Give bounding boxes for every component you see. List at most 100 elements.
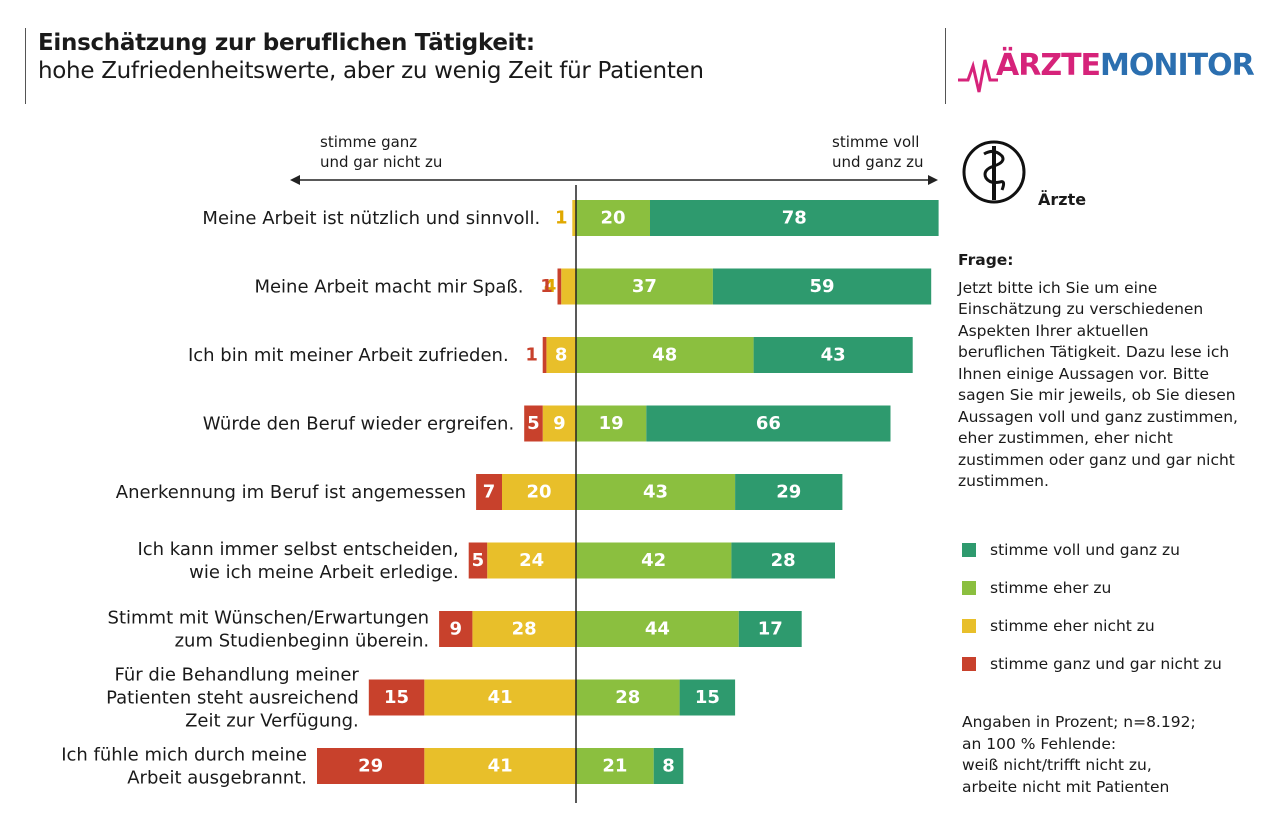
label-eher-zu: 43 xyxy=(643,482,668,503)
label-eher-zu: 48 xyxy=(652,345,677,366)
bar-voll-und-ganz xyxy=(646,405,891,442)
bar-eher-nicht xyxy=(546,337,576,373)
category-label: Ich kann immer selbst entscheiden, wie ic… xyxy=(137,539,458,583)
bar-eher-zu xyxy=(576,611,739,647)
title-block: Einschätzung zur beruflichen Tätigkeit: … xyxy=(38,30,704,84)
legend-eher-zu: stimme eher zu xyxy=(962,578,1111,598)
label-eher-zu: 20 xyxy=(600,208,625,229)
bar-eher-nicht xyxy=(572,200,576,236)
legend-gar-nicht: stimme ganz und gar nicht zu xyxy=(962,654,1222,674)
legend-swatch xyxy=(962,657,976,671)
label-eher-nicht: 41 xyxy=(488,756,513,777)
bar-eher-nicht xyxy=(561,268,576,305)
bar-eher-nicht xyxy=(487,542,576,579)
legend-eher-nicht: stimme eher nicht zu xyxy=(962,616,1155,636)
bar-voll-und-ganz xyxy=(753,337,913,373)
title-divider-right xyxy=(945,28,946,104)
legend-voll-und-ganz: stimme voll und ganz zu xyxy=(962,540,1180,560)
category-label: Meine Arbeit ist nützlich und sinnvoll. xyxy=(202,208,540,229)
bar-eher-zu xyxy=(576,748,654,784)
bar-gar-nicht xyxy=(557,268,562,305)
bar-voll-und-ganz xyxy=(731,542,835,579)
axis-right-label: stimme voll und ganz zu xyxy=(832,133,924,171)
bar-eher-nicht xyxy=(502,474,576,510)
legend-label: stimme eher nicht zu xyxy=(990,617,1155,635)
label-eher-zu: 42 xyxy=(641,550,666,571)
axis-arrow-right xyxy=(928,175,938,185)
heartbeat-icon xyxy=(958,59,998,93)
bar-eher-nicht xyxy=(424,748,576,784)
label-voll-und-ganz: 28 xyxy=(771,550,796,571)
label-voll-und-ganz: 66 xyxy=(756,413,781,434)
bar-eher-zu xyxy=(576,542,732,579)
label-eher-nicht: 41 xyxy=(488,687,513,708)
bar-gar-nicht xyxy=(439,611,473,647)
category-label: Stimmt mit Wünschen/Erwartungen zum Studi… xyxy=(108,607,430,651)
legend-swatch xyxy=(962,581,976,595)
label-voll-und-ganz: 15 xyxy=(695,687,720,708)
question-text: Jetzt bitte ich Sie um eine Einschätzung… xyxy=(958,278,1238,491)
bar-eher-zu xyxy=(576,474,736,510)
label-voll-und-ganz: 29 xyxy=(776,482,801,503)
chart-subtitle: hohe Zufriedenheitswerte, aber zu wenig … xyxy=(38,58,704,84)
legend-label: stimme ganz und gar nicht zu xyxy=(990,655,1222,673)
label-voll-und-ganz: 17 xyxy=(758,619,783,640)
label-voll-und-ganz: 78 xyxy=(782,208,807,229)
category-label: Anerkennung im Beruf ist angemessen xyxy=(116,482,466,503)
category-label: Ich bin mit meiner Arbeit zufrieden. xyxy=(188,345,509,366)
label-gar-nicht: 5 xyxy=(527,413,540,434)
bar-voll-und-ganz xyxy=(735,474,843,510)
category-label: Würde den Beruf wieder ergreifen. xyxy=(203,413,514,434)
label-eher-nicht: 8 xyxy=(555,345,568,366)
respondent-label: Ärzte xyxy=(1038,190,1087,209)
label-eher-nicht: 9 xyxy=(553,413,566,434)
logo-word-1: ÄRZTE xyxy=(996,48,1101,83)
bar-voll-und-ganz xyxy=(712,268,932,305)
bar-gar-nicht xyxy=(368,679,425,716)
chart-title: Einschätzung zur beruflichen Tätigkeit: xyxy=(38,30,535,56)
logo-word-2: MONITOR xyxy=(1100,48,1255,83)
footnote: Angaben in Prozent; n=8.192; an 100 % Fe… xyxy=(962,713,1196,796)
label-gar-nicht: 1 xyxy=(540,276,553,297)
label-eher-nicht: 28 xyxy=(512,619,537,640)
title-divider-left xyxy=(25,28,26,104)
label-eher-nicht: 20 xyxy=(526,482,551,503)
bar-voll-und-ganz xyxy=(738,611,802,647)
bar-eher-zu xyxy=(576,337,754,373)
bar-gar-nicht xyxy=(542,337,547,373)
label-eher-zu: 28 xyxy=(615,687,640,708)
bar-eher-nicht xyxy=(472,611,576,647)
category-label: Meine Arbeit macht mir Spaß. xyxy=(254,276,523,297)
bar-voll-und-ganz xyxy=(650,200,939,236)
label-gar-nicht: 5 xyxy=(472,550,485,571)
bar-gar-nicht xyxy=(524,405,543,442)
label-eher-zu: 21 xyxy=(602,756,627,777)
label-voll-und-ganz: 43 xyxy=(821,345,846,366)
axis-arrow-left xyxy=(290,175,300,185)
label-gar-nicht: 7 xyxy=(483,482,496,503)
caduceus-icon xyxy=(962,140,1026,204)
label-eher-nicht: 1 xyxy=(555,208,568,229)
label-eher-nicht: 4 xyxy=(544,276,557,297)
bar-eher-zu xyxy=(576,405,647,442)
bar-eher-zu xyxy=(576,200,650,236)
label-gar-nicht: 15 xyxy=(384,687,409,708)
bar-gar-nicht xyxy=(468,542,488,579)
bar-eher-nicht xyxy=(542,405,576,442)
label-eher-zu: 37 xyxy=(632,276,657,297)
label-gar-nicht: 9 xyxy=(449,619,462,640)
label-gar-nicht: 1 xyxy=(525,345,538,366)
label-eher-zu: 19 xyxy=(599,413,624,434)
category-label: Ich fühle mich durch meine Arbeit ausgebr… xyxy=(61,744,307,788)
bar-voll-und-ganz xyxy=(653,748,684,784)
bar-eher-nicht xyxy=(424,679,576,716)
category-label: Für die Behandlung meiner Patienten steht… xyxy=(106,664,359,731)
logo-wordmark: ÄRZTEMONITOR xyxy=(996,48,1255,83)
label-gar-nicht: 29 xyxy=(358,756,383,777)
aerztemonitor-logo: ÄRZTEMONITOR xyxy=(958,44,1255,114)
bar-gar-nicht xyxy=(476,474,502,510)
legend-swatch xyxy=(962,619,976,633)
bar-eher-zu xyxy=(576,268,713,305)
question-panel: Frage: Jetzt bitte ich Sie um eine Einsc… xyxy=(958,250,1268,493)
